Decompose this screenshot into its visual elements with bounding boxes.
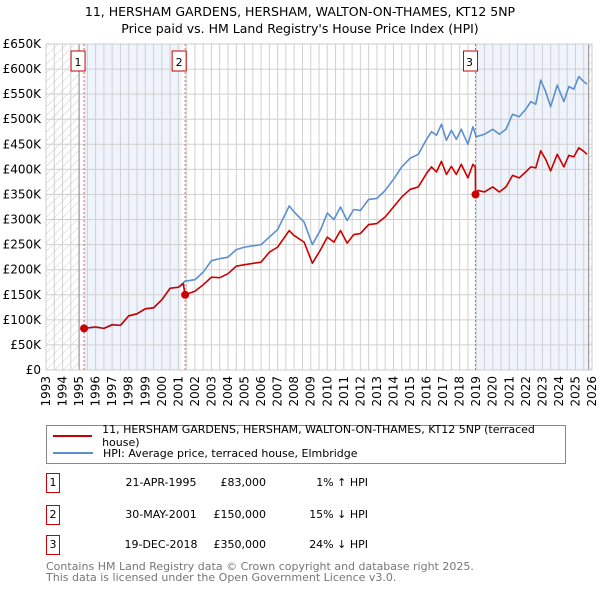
x-tick-label: 2003 <box>204 376 218 407</box>
sale-point <box>80 324 89 333</box>
x-tick-label: 2025 <box>568 376 582 407</box>
y-tick-label: £200K <box>3 263 43 277</box>
y-tick-label: £450K <box>3 137 43 151</box>
sale-number: 1 <box>46 473 60 493</box>
table-row: 2 30-MAY-2001 £150,000 15% ↓ HPI <box>46 505 386 525</box>
y-tick-label: £50K <box>10 338 42 352</box>
x-tick-label: 1998 <box>122 376 136 407</box>
shaded-period <box>84 44 182 370</box>
y-tick-label: £650K <box>3 37 43 51</box>
x-tick-label: 2016 <box>420 376 434 407</box>
sale-label: 1 <box>75 56 82 69</box>
footer-copyright: Contains HM Land Registry data © Crown c… <box>46 560 474 573</box>
table-row: 1 21-APR-1995 £83,000 1% ↑ HPI <box>46 473 386 493</box>
x-tick-label: 2018 <box>453 376 467 407</box>
y-tick-label: £300K <box>3 213 43 227</box>
y-tick-label: £0 <box>26 363 41 377</box>
x-tick-label: 1994 <box>56 376 70 407</box>
x-tick-label: 2002 <box>188 376 202 407</box>
sale-price: £83,000 <box>220 476 267 489</box>
sale-point <box>181 290 190 299</box>
sale-label-box <box>171 50 187 72</box>
x-tick-label: 2021 <box>502 376 516 407</box>
x-tick-label: 2024 <box>552 376 566 407</box>
hatched-period <box>588 44 592 370</box>
x-tick-label: 2013 <box>370 376 384 407</box>
x-tick-label: 2008 <box>287 376 301 407</box>
x-tick-label: 2019 <box>469 376 483 407</box>
y-tick-label: £250K <box>3 238 43 252</box>
y-tick-label: £400K <box>3 162 43 176</box>
table-row: 3 19-DEC-2018 £350,000 24% ↓ HPI <box>46 535 386 555</box>
footer-licence: This data is licensed under the Open Gov… <box>46 571 397 584</box>
series-line <box>83 147 588 330</box>
x-tick-label: 2007 <box>271 376 285 407</box>
x-tick-label: 2005 <box>238 376 252 407</box>
chart-plot: £0 £50K £100K £150K £200K £250K £300K £350K £400… <box>3 37 599 407</box>
x-tick-label: 1993 <box>39 376 53 407</box>
legend-swatch-red <box>53 435 93 437</box>
sale-price: £350,000 <box>213 538 267 551</box>
x-tick-label: 2015 <box>403 376 417 407</box>
x-tick-label: 2006 <box>254 376 268 407</box>
x-tick-label: 2001 <box>171 376 185 407</box>
sale-point <box>471 190 480 199</box>
x-tick-label: 2011 <box>337 376 351 407</box>
sale-label: 2 <box>176 56 183 69</box>
x-tick-label: 2020 <box>486 376 500 407</box>
sale-hpi-diff: 15% ↓ HPI <box>309 508 368 521</box>
x-tick-label: 1997 <box>105 376 119 407</box>
x-tick-label: 2012 <box>353 376 367 407</box>
legend: 11, HERSHAM GARDENS, HERSHAM, WALTON-ON-… <box>46 423 566 464</box>
legend-label: 11, HERSHAM GARDENS, HERSHAM, WALTON-ON-… <box>102 423 535 449</box>
y-tick-label: £150K <box>3 288 43 302</box>
sale-date: 19-DEC-2018 <box>124 538 198 551</box>
sale-label: 3 <box>466 56 473 69</box>
x-tick-label: 2000 <box>155 376 169 407</box>
x-tick-label: 2009 <box>304 376 318 407</box>
y-tick-label: £550K <box>3 87 43 101</box>
shaded-period <box>475 44 589 370</box>
sale-label-box <box>463 50 479 72</box>
sale-hpi-diff: 1% ↑ HPI <box>316 476 368 489</box>
y-tick-label: £500K <box>3 112 43 126</box>
x-tick-label: 2022 <box>519 376 533 407</box>
x-tick-label: 2004 <box>221 376 235 407</box>
sale-number: 3 <box>46 535 60 555</box>
sale-date: 21-APR-1995 <box>125 476 197 489</box>
y-tick-label: £600K <box>3 62 43 76</box>
x-tick-label: 2014 <box>386 376 400 407</box>
plot-frame <box>45 43 593 371</box>
chart-title: 11, HERSHAM GARDENS, HERSHAM, WALTON-ON-… <box>84 4 516 19</box>
x-tick-label: 1995 <box>72 376 86 407</box>
x-tick-label: 1999 <box>138 376 152 407</box>
chart-subtitle: Price paid vs. HM Land Registry's House … <box>121 21 479 36</box>
x-tick-label: 2026 <box>585 376 599 407</box>
legend-item-hpi: HPI: Average price, terraced house, Elmb… <box>53 445 358 461</box>
sale-date: 30-MAY-2001 <box>125 508 197 521</box>
legend-label: HPI: Average price, terraced house, Elmb… <box>103 446 358 460</box>
legend-item-price-paid: 11, HERSHAM GARDENS, HERSHAM, WALTON-ON-… <box>53 423 565 449</box>
sale-price: £150,000 <box>213 508 267 521</box>
y-tick-label: £350K <box>3 187 43 201</box>
x-tick-label: 2023 <box>535 376 549 407</box>
x-tick-label: 2017 <box>436 376 450 407</box>
sale-hpi-diff: 24% ↓ HPI <box>309 538 368 551</box>
x-tick-label: 2010 <box>320 376 334 407</box>
sale-label-box <box>70 50 86 72</box>
legend-swatch-blue <box>53 452 93 454</box>
x-tick-label: 1996 <box>89 376 103 407</box>
sale-number: 2 <box>46 505 60 525</box>
y-tick-label: £100K <box>3 313 43 327</box>
